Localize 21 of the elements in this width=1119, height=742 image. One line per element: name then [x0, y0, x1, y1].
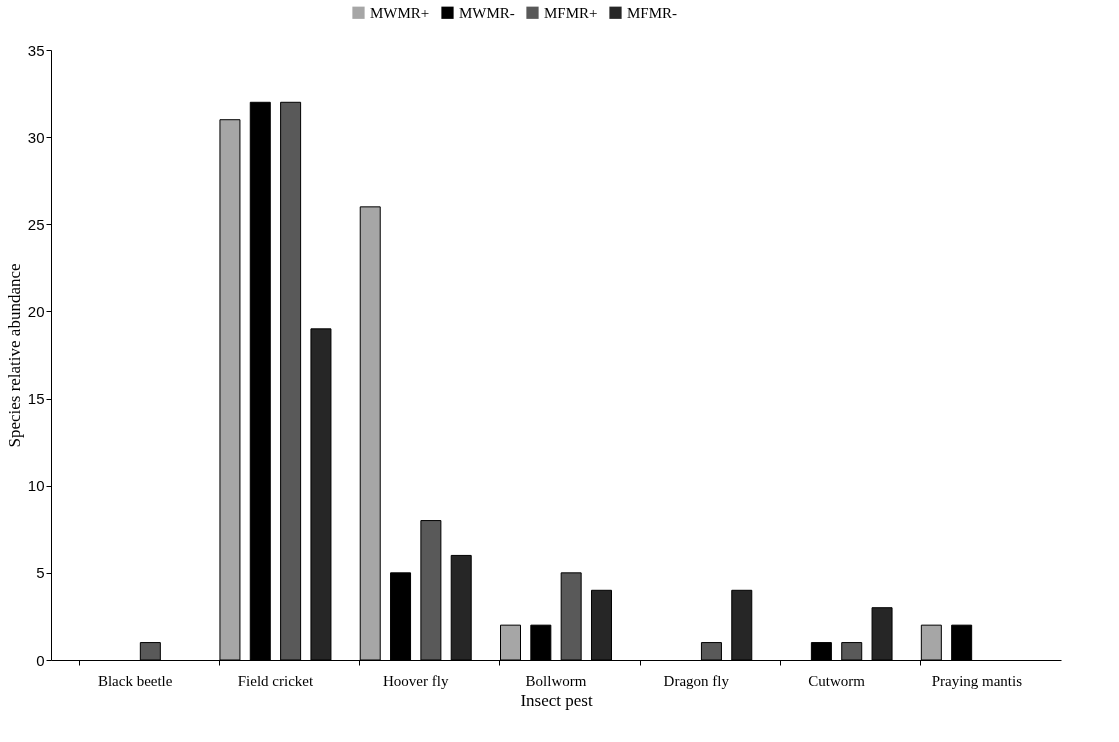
y-tick-label: 30 [27, 128, 45, 146]
x-tick-label: Cutworm [808, 672, 866, 689]
x-tick-label: Praying mantis [931, 672, 1023, 689]
x-tick-label: Black beetle [97, 672, 173, 689]
legend-label: MFMR- [627, 4, 678, 21]
legend-label: MWMR+ [370, 4, 430, 21]
x-tick-label: Hoover fly [383, 672, 449, 689]
y-tick-label: 10 [27, 477, 45, 495]
y-tick-label: 35 [27, 41, 45, 59]
x-axis-title: Insect pest [520, 690, 593, 710]
y-tick-label: 25 [27, 215, 45, 233]
y-tick-label: 5 [36, 564, 45, 582]
legend-label: MWMR- [459, 4, 515, 21]
legend-label: MFMR+ [544, 4, 598, 21]
y-tick-label: 0 [36, 651, 45, 669]
y-tick-label: 20 [27, 302, 45, 320]
x-tick-label: Bollworm [525, 672, 587, 689]
x-tick-label: Field cricket [237, 672, 314, 689]
y-axis-title: Species relative abundance [4, 263, 24, 448]
x-tick-label: Dragon fly [663, 672, 730, 689]
y-tick-label: 15 [27, 390, 45, 408]
